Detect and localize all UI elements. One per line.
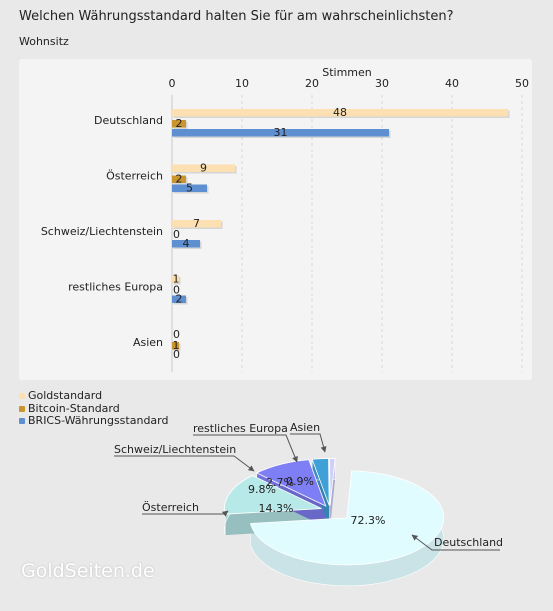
x-tick-label: 0 (169, 77, 176, 90)
category-label: restliches Europa (68, 281, 163, 294)
pie-percent-label: 14.3% (259, 502, 294, 515)
pie-slice (250, 470, 445, 566)
bar (172, 120, 186, 128)
bar-data-label: 2 (176, 173, 183, 186)
bar (172, 240, 200, 248)
bar-legend: Goldstandard Bitcoin-Standard BRICS-Währun… (19, 389, 169, 428)
category-label: Schweiz/Liechtenstein (41, 225, 163, 238)
legend-label: Goldstandard (28, 389, 103, 402)
legend-label: BRICS-Währungsstandard (28, 414, 169, 427)
bar-data-label: 5 (186, 182, 193, 195)
bar (172, 295, 186, 303)
bar (172, 342, 179, 350)
pie-percent-label: 0.9% (286, 475, 314, 488)
x-tick-label: 50 (515, 77, 529, 90)
bar (172, 175, 186, 183)
x-tick-label: 10 (235, 77, 249, 90)
watermark: GoldSeiten.de (21, 560, 155, 582)
x-tick-label: 30 (375, 77, 389, 90)
pie-slice (329, 458, 336, 506)
bar (172, 109, 508, 117)
pie-leader-line (142, 510, 229, 517)
pie-leader-line (411, 534, 500, 551)
pie-leader-line (290, 433, 327, 453)
bar-data-label: 0 (173, 228, 180, 241)
chart-subtitle: Wohnsitz (19, 35, 69, 48)
bar (172, 164, 235, 172)
legend-label: Bitcoin-Standard (28, 401, 120, 415)
legend-item: Goldstandard (19, 389, 168, 403)
pie-slice-label: Österreich (142, 501, 199, 514)
pie-slice (255, 459, 327, 507)
pie-slice-label: Schweiz/Liechtenstein (114, 443, 236, 456)
pie-leader-line (114, 455, 255, 472)
bar (172, 184, 207, 192)
pie-slice-label: Asien (290, 421, 320, 434)
bar-data-label: 1 (173, 273, 180, 286)
pie-percent-label: 72.3% (351, 514, 386, 527)
category-label: Österreich (106, 170, 163, 183)
x-axis-title: Stimmen (322, 66, 372, 79)
bar-data-label: 0 (173, 284, 180, 297)
category-label: Asien (133, 336, 163, 349)
bar-data-label: 2 (176, 117, 183, 130)
legend-item: BRICS-Währungsstandard (19, 414, 169, 428)
bar (172, 220, 221, 228)
bar-data-label: 0 (173, 328, 180, 341)
bar-data-label: 9 (200, 162, 207, 175)
bar-data-label: 48 (333, 106, 347, 119)
pie-slice (311, 458, 330, 506)
bar-data-label: 4 (183, 237, 190, 250)
category-label: Deutschland (94, 114, 163, 127)
bar (172, 275, 179, 283)
chart-title: Welchen Währungsstandard halten Sie für … (19, 9, 454, 24)
pie-slice-label: Deutschland (434, 536, 503, 549)
pie-leader-line (193, 434, 298, 463)
legend-swatch (19, 405, 25, 412)
x-tick-label: 40 (445, 77, 459, 90)
bar-data-label: 31 (274, 126, 288, 139)
legend-swatch (19, 393, 25, 399)
bar (172, 129, 389, 137)
legend-item: Bitcoin-Standard (19, 401, 168, 416)
legend-swatch (19, 418, 25, 424)
bar-data-label: 7 (193, 217, 200, 230)
pie-percent-label: 9.8% (248, 483, 276, 496)
pie-slice-label: restliches Europa (193, 422, 288, 435)
pie-percent-label: 2.7% (266, 476, 294, 489)
bar-data-label: 0 (173, 348, 180, 361)
bar-data-label: 1 (173, 339, 180, 352)
x-tick-label: 20 (305, 77, 319, 90)
bar-data-label: 2 (176, 293, 183, 306)
